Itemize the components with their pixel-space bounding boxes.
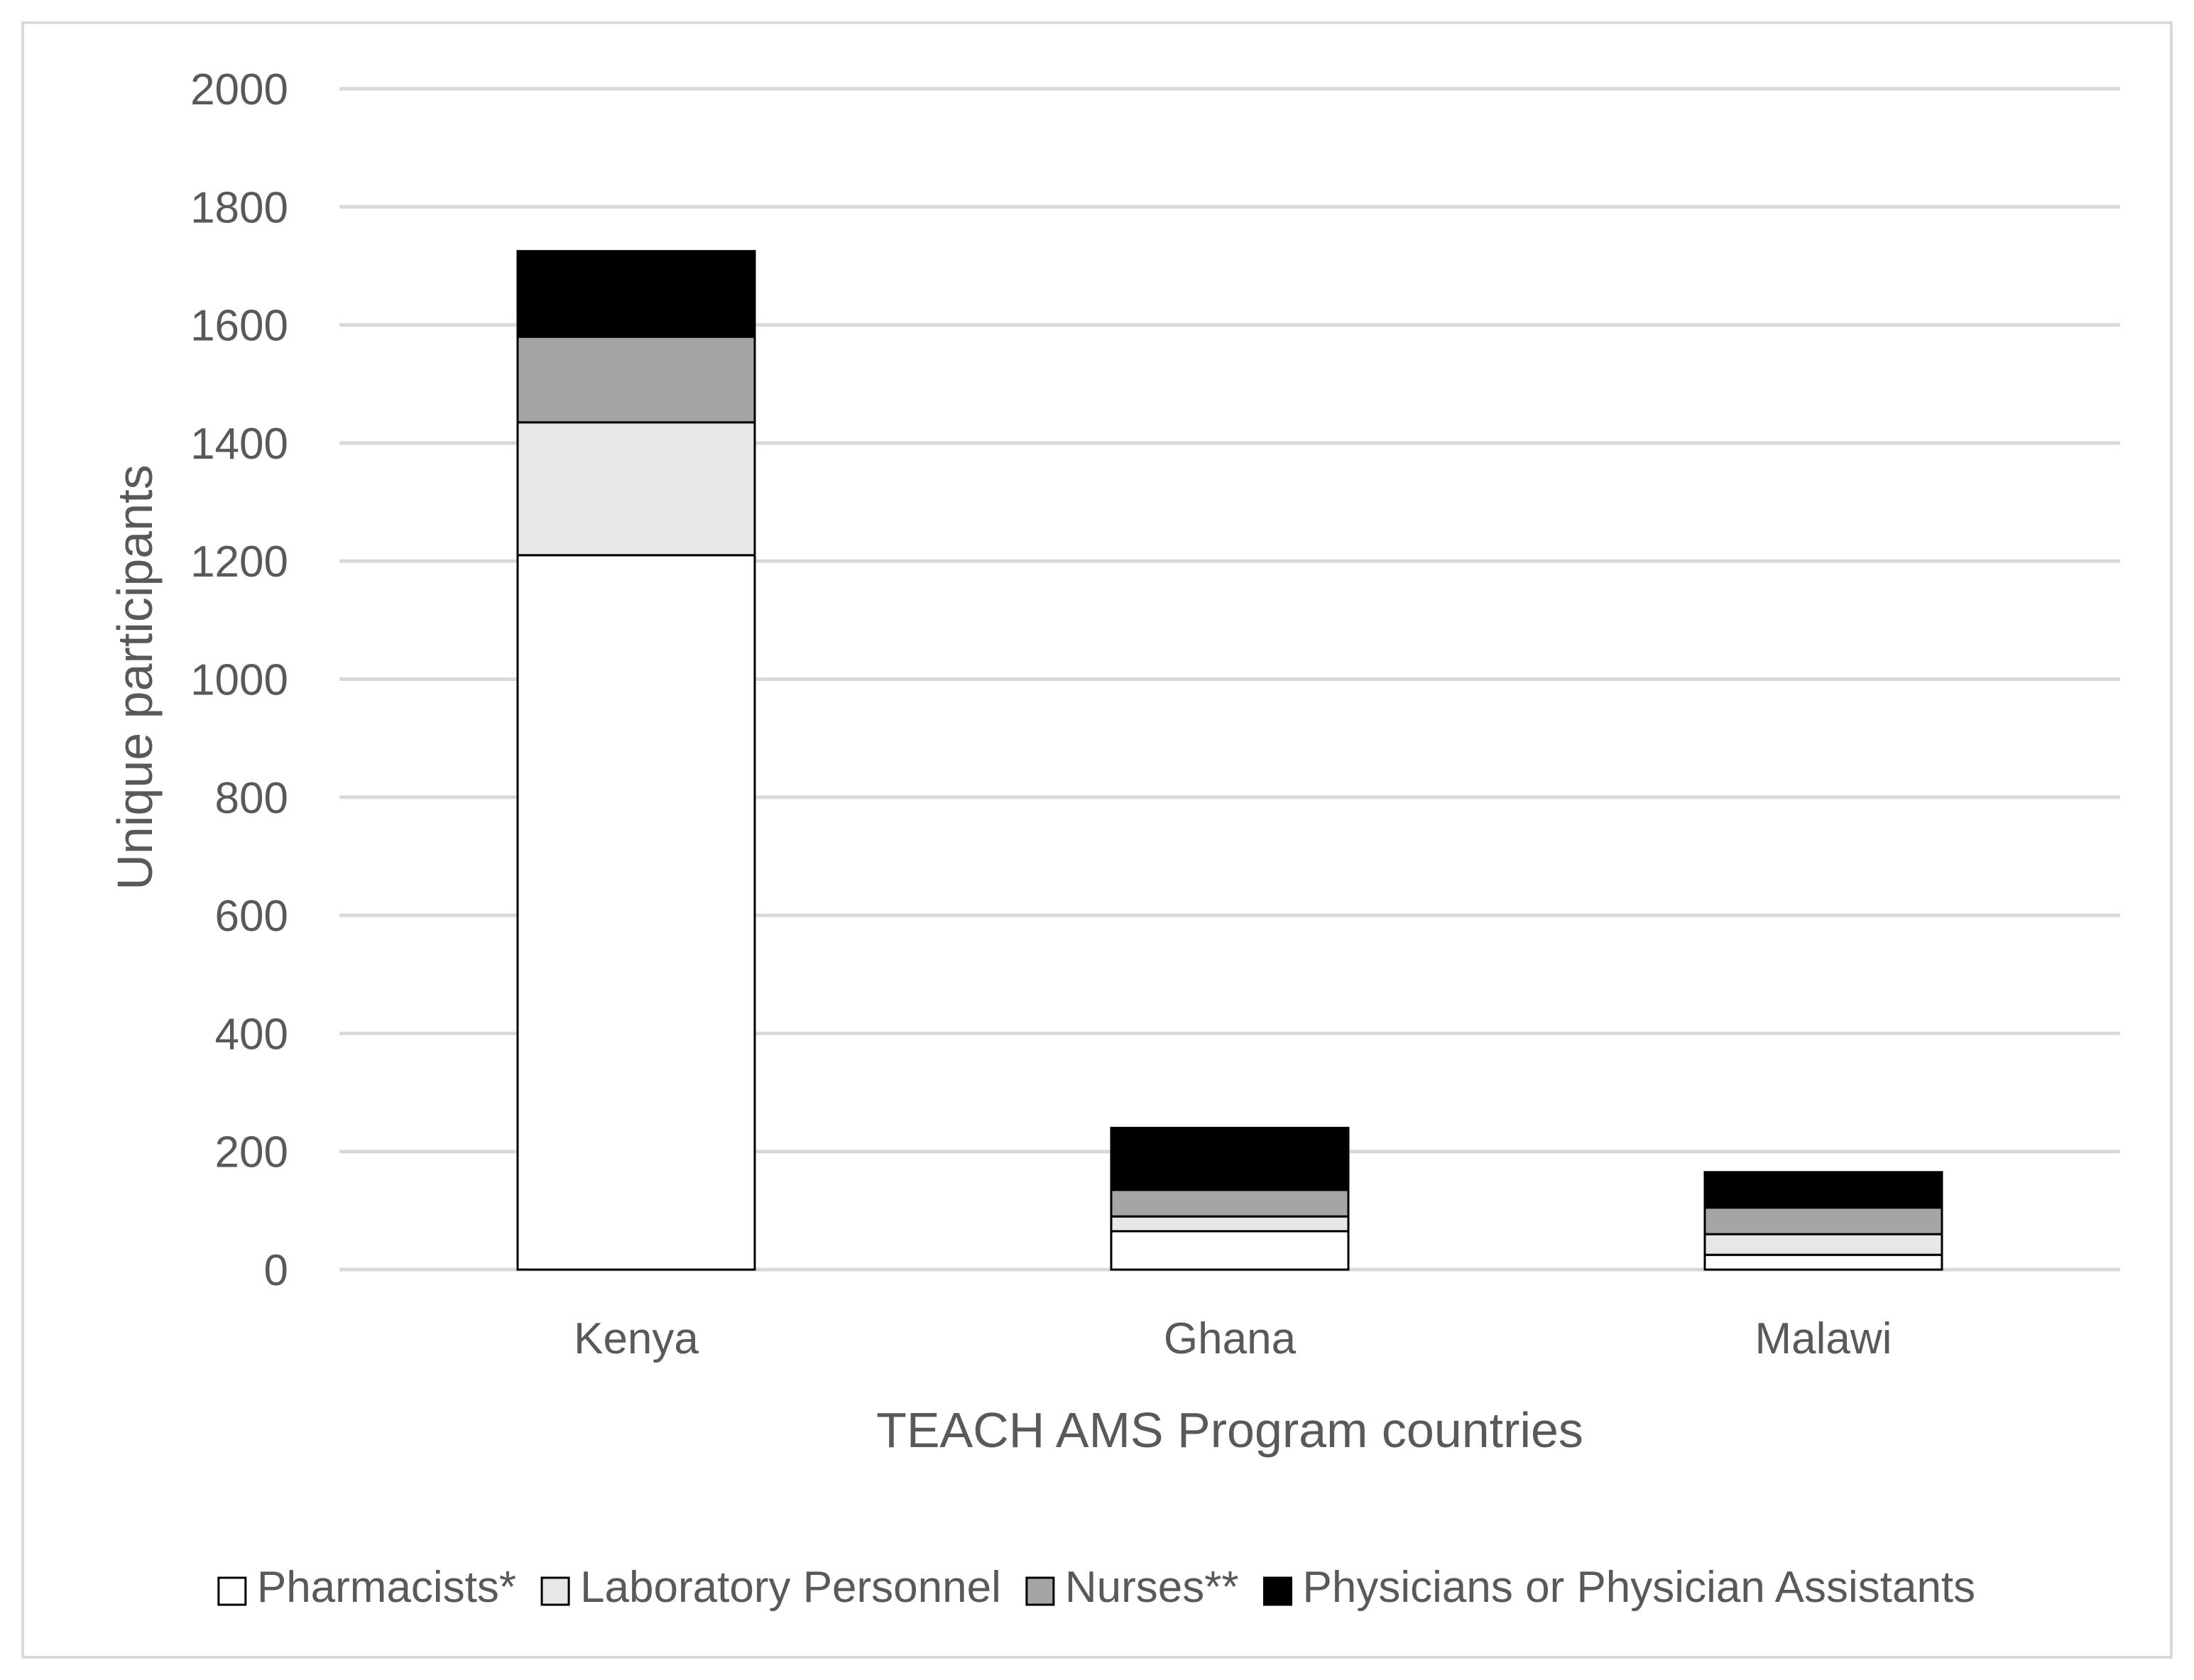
legend-item-physicians-or-physician-assistants: Physicians or Physician Assistants	[1263, 1563, 1976, 1612]
bar-malawi-pharmacists	[1703, 1253, 1943, 1271]
bar-kenya-laboratory-personnel	[516, 421, 756, 557]
bar-ghana-laboratory-personnel	[1110, 1215, 1350, 1233]
legend-item-pharmacists: Pharmacists*	[217, 1563, 516, 1612]
bar-ghana-nurses	[1110, 1189, 1350, 1218]
stacked-bar-chart: 0 200 400 600 800 1000 1200 1400 1600 1800 2000 Ke…	[107, 65, 2120, 1612]
legend-item-laboratory-personnel: Laboratory Personnel	[540, 1563, 1001, 1612]
legend-swatch-physicians-or-physician-assistants	[1263, 1576, 1293, 1606]
bar-malawi-nurses	[1703, 1206, 1943, 1236]
legend-item-nurses: Nurses**	[1025, 1563, 1239, 1612]
bar-ghana-pharmacists	[1110, 1230, 1350, 1271]
bar-malawi-laboratory-personnel	[1703, 1233, 1943, 1256]
y-tick-label-400: 400	[215, 1010, 288, 1059]
x-tick-label-kenya: Kenya	[574, 1314, 699, 1363]
chart-frame: 0 200 400 600 800 1000 1200 1400 1600 1800 2000 Ke…	[21, 21, 2173, 1659]
legend-swatch-pharmacists	[217, 1576, 247, 1606]
bar-ghana-physicians-or-physician-assistants	[1110, 1126, 1350, 1191]
y-tick-label-2000: 2000	[190, 65, 288, 114]
y-tick-label-1000: 1000	[190, 656, 288, 705]
x-axis-ticks: Kenya Ghana Malawi	[574, 1314, 1892, 1363]
y-tick-label-1600: 1600	[190, 302, 288, 351]
y-tick-label-1200: 1200	[190, 538, 288, 587]
legend-swatch-laboratory-personnel	[540, 1576, 570, 1606]
legend-swatch-nurses	[1025, 1576, 1055, 1606]
y-tick-label-0: 0	[264, 1246, 288, 1295]
y-tick-label-1800: 1800	[190, 183, 288, 232]
y-axis-ticks: 0 200 400 600 800 1000 1200 1400 1600 1800 2000	[190, 65, 288, 1295]
legend: Pharmacists* Laboratory Personnel Nurses**…	[217, 1563, 1976, 1612]
x-tick-label-ghana: Ghana	[1164, 1314, 1297, 1363]
legend-label-pharmacists: Pharmacists*	[257, 1563, 516, 1612]
y-axis-title: Unique participants	[107, 464, 163, 890]
x-axis-title: TEACH AMS Program countries	[876, 1402, 1583, 1458]
bars	[516, 250, 1943, 1271]
y-tick-label-200: 200	[215, 1128, 288, 1177]
bar-malawi-physicians-or-physician-assistants	[1703, 1171, 1943, 1209]
y-tick-label-600: 600	[215, 892, 288, 941]
legend-label-physicians-or-physician-assistants: Physicians or Physician Assistants	[1303, 1563, 1976, 1612]
y-tick-label-1400: 1400	[190, 420, 288, 469]
bar-kenya-nurses	[516, 335, 756, 424]
x-tick-label-malawi: Malawi	[1755, 1314, 1892, 1363]
bar-kenya-pharmacists	[516, 554, 756, 1271]
legend-label-laboratory-personnel: Laboratory Personnel	[580, 1563, 1001, 1612]
legend-label-nurses: Nurses**	[1065, 1563, 1239, 1612]
y-tick-label-800: 800	[215, 774, 288, 823]
bar-kenya-physicians-or-physician-assistants	[516, 250, 756, 338]
